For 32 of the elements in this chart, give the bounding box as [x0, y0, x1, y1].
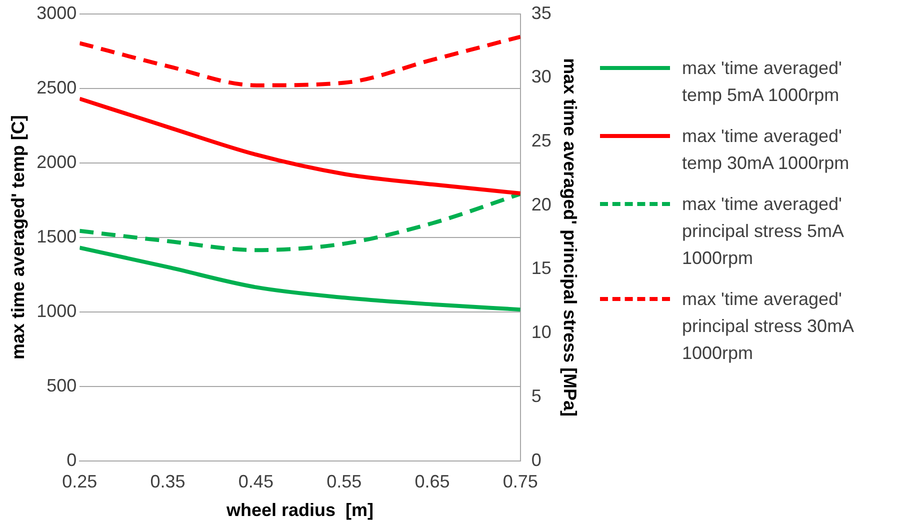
y2-tick-label: 30: [531, 66, 552, 87]
y-tick-label: 2000: [36, 152, 77, 172]
legend-label: max 'time averaged' temp 5mA 1000rpm: [682, 57, 843, 107]
x-tick-label: 0.25: [62, 472, 98, 492]
legend-label: max 'time averaged' temp 30mA 1000rpm: [682, 125, 850, 175]
legend-label: max 'time averaged' principal stress 30mA 1000rpm: [682, 288, 855, 365]
y2-tick-label: 5: [531, 386, 542, 406]
x-tick-label: 0.35: [150, 472, 186, 492]
y-axis-title: max time averaged' temp [C]: [8, 115, 28, 360]
line-series: [80, 34, 520, 88]
y2-tick-label: 25: [531, 130, 552, 150]
y-tick-label: 2500: [36, 77, 77, 98]
y2-tick-label: 0: [531, 450, 542, 470]
x-tick-label: 0.65: [414, 472, 450, 492]
line-series: [80, 192, 520, 252]
y-tick-label: 3000: [36, 2, 77, 23]
y-tick-label: 0: [66, 450, 77, 470]
x-axis-title: wheel radius [m]: [225, 500, 374, 520]
x-tick-label: 0.45: [238, 472, 274, 492]
y-tick-label: 1500: [36, 226, 77, 246]
x-tick-label: 0.75: [502, 472, 538, 492]
legend-label: max 'time averaged' principal stress 5mA 1000rpm: [682, 193, 845, 270]
x-tick-label: 0.55: [326, 472, 362, 492]
y-tick-label: 1000: [36, 300, 77, 321]
y2-tick-label: 15: [531, 258, 552, 278]
y-tick-label: 500: [46, 375, 77, 396]
y2-tick-label: 35: [531, 2, 552, 23]
line-series: [80, 246, 520, 312]
y2-tick-label: 10: [531, 322, 552, 342]
y2-tick-label: 20: [531, 194, 552, 214]
y2-axis-title: max time averaged' principal stress [MPa]: [560, 58, 580, 417]
line-series: [80, 96, 520, 196]
